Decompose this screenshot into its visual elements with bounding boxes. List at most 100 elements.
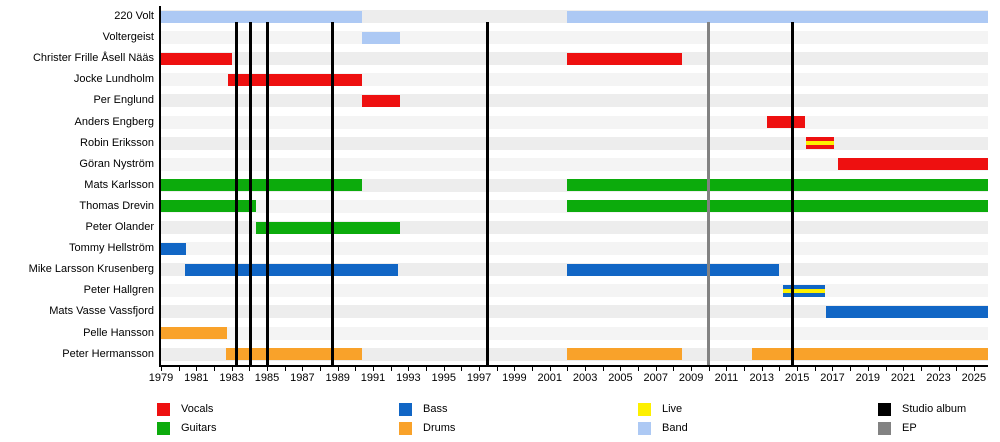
row-strip	[161, 136, 988, 150]
legend-swatch	[638, 422, 651, 435]
axis-tick-label: 1987	[290, 371, 315, 384]
axis-tick	[249, 366, 251, 371]
axis-tick	[973, 366, 975, 371]
member-bar	[752, 348, 988, 361]
axis-tick	[461, 366, 463, 371]
axis-tick	[761, 366, 763, 371]
live-stripe	[783, 288, 826, 293]
studio-album-line	[248, 22, 252, 365]
row-strip	[161, 115, 988, 129]
row-strip	[161, 31, 988, 45]
row-label: Voltergeist	[102, 31, 154, 44]
axis-tick	[214, 366, 215, 371]
axis-tick	[196, 366, 198, 371]
axis-tick	[620, 366, 622, 371]
legend-label: Vocals	[181, 403, 214, 415]
row-strip	[161, 305, 988, 319]
member-bar	[837, 158, 988, 171]
member-bar	[826, 305, 988, 318]
member-bar	[228, 73, 363, 86]
ep-line	[707, 22, 711, 365]
axis-tick-label: 2011	[714, 371, 739, 384]
member-bar	[767, 116, 806, 129]
member-bar	[362, 31, 400, 44]
row-strip	[161, 157, 988, 171]
axis-tick	[585, 366, 587, 371]
axis-tick	[408, 366, 410, 371]
axis-tick	[744, 366, 746, 371]
axis-tick	[373, 366, 375, 371]
legend-swatch	[878, 422, 891, 435]
member-bar	[362, 94, 400, 107]
member-bar	[805, 137, 835, 150]
axis-tick-label: 2023	[926, 371, 951, 384]
axis-tick	[178, 366, 180, 371]
legend-label: Live	[662, 403, 683, 415]
axis-tick-label: 2003	[572, 371, 598, 384]
axis-tick-label: 1997	[466, 371, 492, 384]
axis-tick-label: 2019	[855, 371, 881, 384]
studio-album-line	[330, 22, 334, 365]
member-bar	[567, 348, 683, 361]
legend-label: Bass	[423, 403, 448, 415]
axis-tick-label: 1999	[502, 371, 527, 384]
axis-tick-label: 1985	[254, 371, 280, 384]
axis-tick	[885, 366, 887, 371]
member-bar	[161, 242, 186, 255]
member-bar	[256, 221, 400, 234]
legend-swatch	[399, 403, 412, 416]
axis-tick-label: 2021	[890, 371, 916, 384]
member-bar	[184, 263, 398, 276]
axis-tick	[920, 366, 922, 371]
axis-tick	[496, 366, 498, 371]
axis-tick	[231, 366, 233, 371]
axis-tick	[903, 366, 905, 371]
row-strip	[161, 284, 988, 298]
row-label: Peter Hermansson	[62, 347, 154, 360]
axis-tick-label: 2015	[784, 371, 810, 384]
axis-tick	[161, 366, 162, 371]
axis-tick	[549, 366, 551, 371]
axis-tick	[567, 366, 569, 371]
row-label: Peter Hallgren	[83, 284, 154, 297]
legend-label: Studio album	[902, 403, 967, 415]
legend-label: Band	[662, 422, 688, 434]
row-label: Mike Larsson Krusenberg	[28, 263, 154, 276]
axis-tick	[426, 366, 428, 371]
axis-tick	[267, 366, 269, 371]
axis-tick	[867, 366, 869, 371]
axis-tick	[443, 366, 445, 371]
axis-tick	[302, 366, 304, 371]
axis-tick	[337, 366, 339, 371]
member-bar	[567, 263, 780, 276]
axis-tick	[726, 366, 728, 371]
legend-label: Drums	[423, 422, 456, 434]
member-bar	[226, 348, 363, 361]
axis-tick	[691, 366, 693, 371]
axis-tick	[797, 366, 799, 371]
row-label: Anders Engberg	[74, 115, 155, 128]
axis-tick-label: 2017	[820, 371, 845, 384]
axis-tick-label: 1993	[396, 371, 421, 384]
member-bar	[567, 10, 988, 23]
axis-tick	[655, 366, 657, 371]
member-bar	[161, 200, 257, 213]
axis-tick	[514, 366, 516, 371]
axis-tick	[320, 366, 322, 371]
row-label: Pelle Hansson	[83, 326, 154, 339]
studio-album-line	[791, 22, 795, 365]
axis-tick-label: 1989	[325, 371, 350, 384]
legend-swatch	[157, 422, 170, 435]
axis-tick	[355, 366, 357, 371]
axis-tick-label: 2001	[537, 371, 562, 384]
row-label: Mats Karlsson	[84, 178, 154, 191]
axis-tick	[390, 366, 392, 371]
member-bar	[567, 200, 988, 213]
axis-tick-label: 2005	[608, 371, 633, 384]
member-bar	[161, 327, 228, 340]
member-bar	[161, 52, 232, 65]
row-label: Robin Eriksson	[80, 136, 154, 149]
axis-tick	[956, 366, 958, 371]
legend-swatch	[878, 403, 891, 416]
